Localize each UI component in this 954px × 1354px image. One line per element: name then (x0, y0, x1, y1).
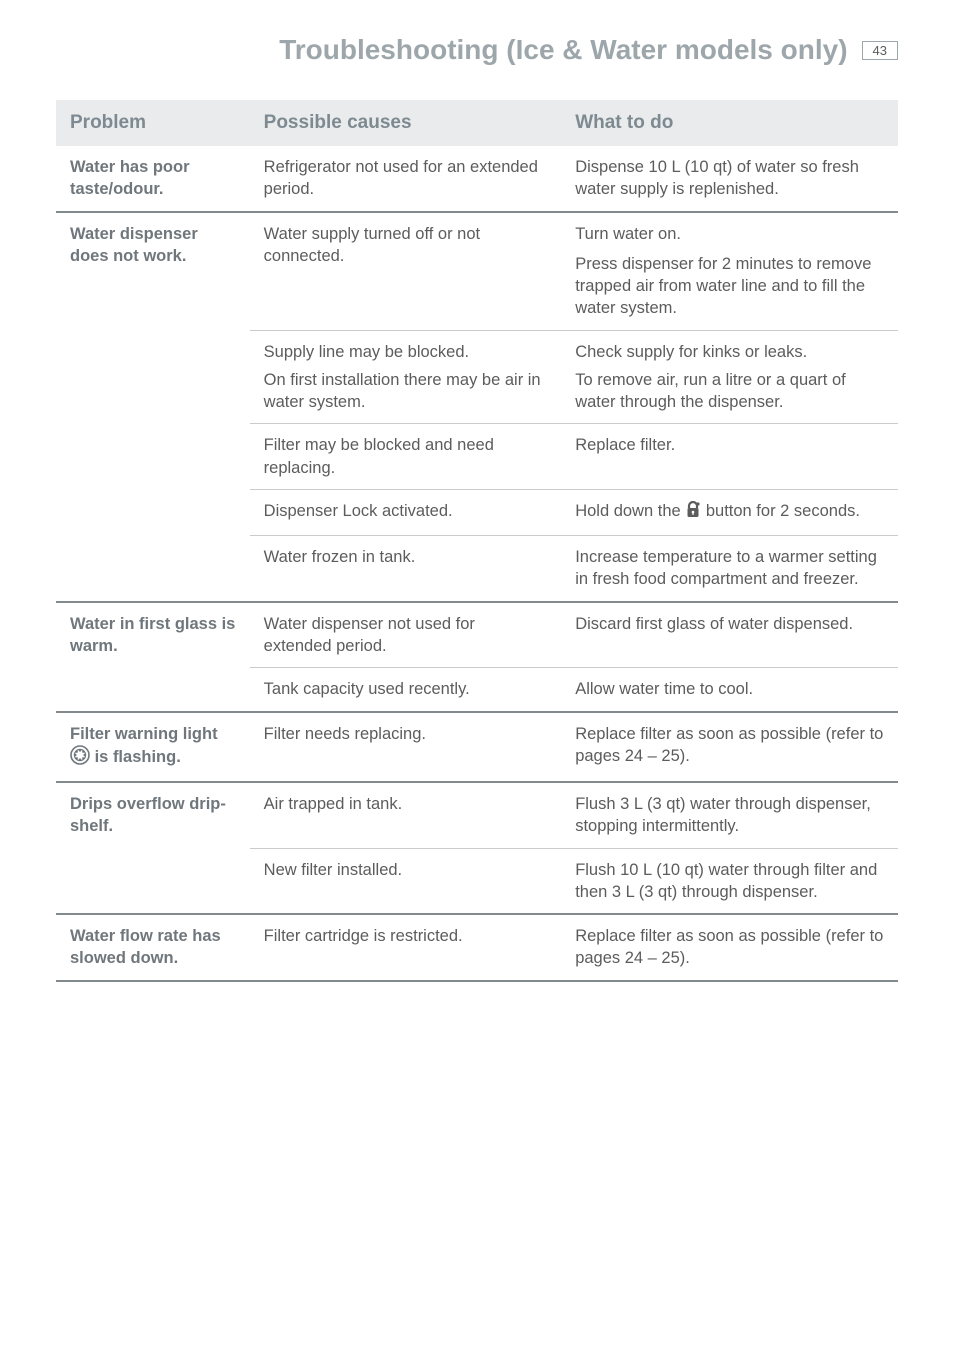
todo-text: To remove air, run a litre or a quart of… (575, 369, 884, 414)
filter-icon (70, 745, 90, 771)
todo-text: Check supply for kinks or leaks. (575, 341, 884, 369)
cause-cell: Air trapped in tank. (250, 782, 562, 848)
todo-cell: Discard first glass of water dispensed. (561, 602, 898, 668)
cause-cell: Filter cartridge is restricted. (250, 914, 562, 981)
cause-text: Supply line may be blocked. (264, 341, 548, 369)
table-row: Drips overflow drip-shelf. Air trapped i… (56, 782, 898, 848)
todo-cell: Allow water time to cool. (561, 668, 898, 712)
col-header-todo: What to do (561, 100, 898, 146)
table-end (56, 981, 898, 982)
cause-cell: Refrigerator not used for an extended pe… (250, 146, 562, 212)
todo-cell: Increase temperature to a warmer setting… (561, 536, 898, 602)
todo-cell: Turn water on. (561, 212, 898, 249)
todo-text-pre: Hold down the (575, 502, 685, 520)
table-row: Water flow rate has slowed down. Filter … (56, 914, 898, 981)
page-number: 43 (862, 41, 898, 60)
todo-cell: Flush 3 L (3 qt) water through dispenser… (561, 782, 898, 848)
todo-text-post: button for 2 seconds. (701, 502, 860, 520)
cause-cell: New filter installed. (250, 848, 562, 914)
col-header-problem: Problem (56, 100, 250, 146)
table-row: Water has poor taste/odour. Refrigerator… (56, 146, 898, 212)
problem-cell: Water dispenser does not work. (56, 212, 250, 602)
todo-cell: Press dispenser for 2 minutes to remove … (561, 249, 898, 330)
problem-cell: Water has poor taste/odour. (56, 146, 250, 212)
todo-cell: Replace filter as soon as possible (refe… (561, 914, 898, 981)
troubleshooting-table: Problem Possible causes What to do Water… (56, 100, 898, 982)
problem-cell: Water in first glass is warm. (56, 602, 250, 712)
problem-cell: Filter warning light is flashing. (56, 712, 250, 783)
page-title: Troubleshooting (Ice & Water models only… (279, 34, 847, 66)
cause-cell: Filter needs replacing. (250, 712, 562, 783)
todo-cell: Flush 10 L (10 qt) water through filter … (561, 848, 898, 914)
cause-cell: Water dispenser not used for extended pe… (250, 602, 562, 668)
todo-cell: Hold down the button for 2 seconds. (561, 489, 898, 535)
lock-icon (685, 501, 701, 525)
cause-cell: Supply line may be blocked. On first ins… (250, 330, 562, 424)
problem-cell: Water flow rate has slowed down. (56, 914, 250, 981)
cause-cell: Dispenser Lock activated. (250, 489, 562, 535)
todo-cell: Check supply for kinks or leaks. To remo… (561, 330, 898, 424)
cause-cell: Tank capacity used recently. (250, 668, 562, 712)
problem-text-pre: Filter warning light (70, 725, 218, 743)
cause-text: On first installation there may be air i… (264, 369, 548, 414)
problem-cell: Drips overflow drip-shelf. (56, 782, 250, 914)
cause-cell: Water frozen in tank. (250, 536, 562, 602)
todo-cell: Dispense 10 L (10 qt) of water so fresh … (561, 146, 898, 212)
todo-cell: Replace filter. (561, 424, 898, 490)
cause-cell: Water supply turned off or not connected… (250, 212, 562, 331)
col-header-cause: Possible causes (250, 100, 562, 146)
problem-text-post: is flashing. (95, 748, 181, 766)
cause-cell: Filter may be blocked and need replacing… (250, 424, 562, 490)
table-row: Water in first glass is warm. Water disp… (56, 602, 898, 668)
table-row: Water dispenser does not work. Water sup… (56, 212, 898, 249)
todo-cell: Replace filter as soon as possible (refe… (561, 712, 898, 783)
table-row: Filter warning light is flashing. Filter… (56, 712, 898, 783)
